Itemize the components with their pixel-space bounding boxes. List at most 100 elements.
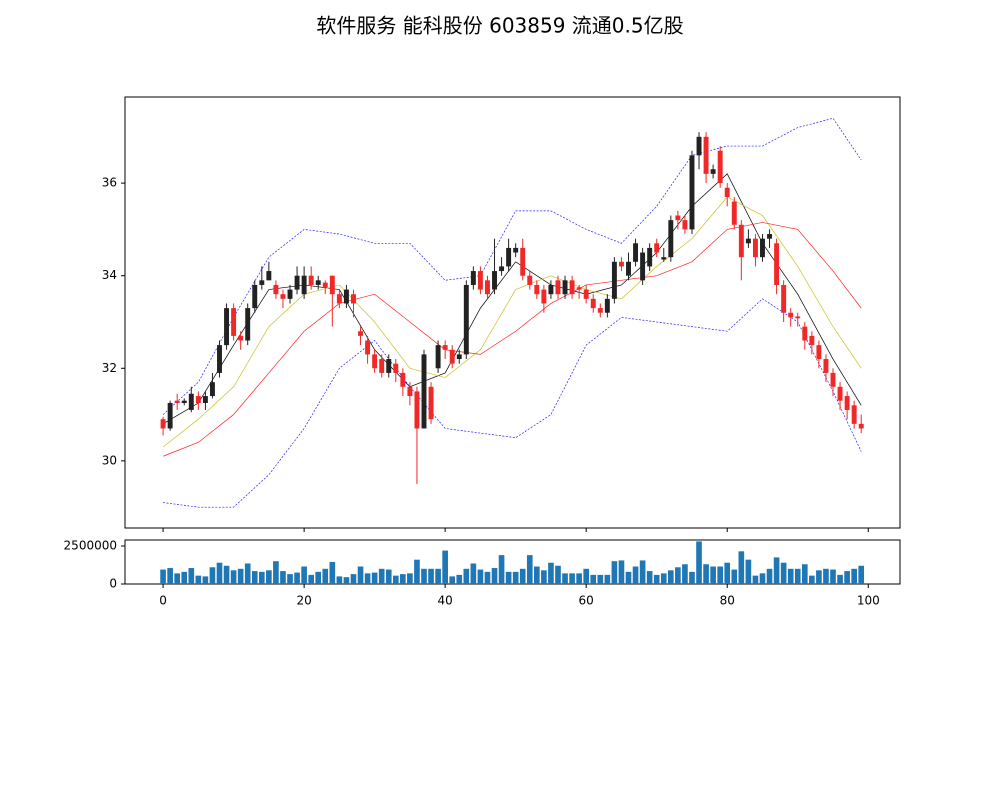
candle-body bbox=[301, 275, 307, 295]
volume-bar bbox=[823, 568, 829, 584]
volume-bar bbox=[428, 568, 434, 584]
indicator-line bbox=[163, 298, 862, 508]
candle-body bbox=[809, 335, 815, 346]
candle-body bbox=[781, 284, 787, 313]
x-tick-label: 100 bbox=[857, 594, 880, 608]
volume-bar bbox=[322, 568, 329, 584]
x-tick-label: 40 bbox=[438, 594, 453, 608]
volume-bar bbox=[237, 568, 244, 584]
volume-bar bbox=[400, 574, 406, 584]
candle-body bbox=[562, 280, 568, 295]
volume-bar bbox=[287, 574, 293, 584]
volume-bar bbox=[773, 557, 780, 584]
volume-bar bbox=[555, 565, 561, 584]
candle-body bbox=[689, 155, 695, 230]
volume-bar bbox=[780, 562, 787, 584]
volume-bar bbox=[512, 571, 519, 584]
candle-body bbox=[760, 238, 765, 258]
volume-bar bbox=[392, 575, 399, 584]
candle-body bbox=[816, 345, 822, 360]
candle-body bbox=[245, 308, 251, 341]
x-tick-label: 60 bbox=[579, 594, 594, 608]
candle-body bbox=[365, 340, 371, 355]
y-tick-label: 32 bbox=[102, 361, 117, 375]
volume-bar bbox=[731, 569, 738, 584]
volume-bar bbox=[364, 573, 371, 584]
candle-body bbox=[484, 280, 490, 295]
candle-body bbox=[576, 287, 582, 290]
candle-body bbox=[435, 345, 441, 369]
volume-bar bbox=[188, 568, 195, 584]
indicator-line bbox=[162, 117, 862, 415]
volume-bar bbox=[611, 561, 618, 584]
candle-body bbox=[308, 275, 314, 285]
volume-bar bbox=[590, 574, 597, 584]
candle-body bbox=[583, 289, 589, 299]
candle-body bbox=[597, 308, 603, 313]
candle-body bbox=[322, 282, 328, 288]
volume-bar bbox=[435, 568, 441, 584]
candle-body bbox=[181, 400, 187, 404]
volume-bar bbox=[625, 571, 632, 584]
indicator-line bbox=[162, 173, 862, 425]
volume-bar bbox=[858, 565, 865, 584]
volume-bar bbox=[343, 577, 350, 584]
candle-body bbox=[717, 150, 723, 184]
candle-body bbox=[724, 187, 730, 197]
candle-body bbox=[590, 298, 596, 309]
candle-body bbox=[421, 354, 427, 429]
candle-body bbox=[499, 266, 505, 272]
candle-body bbox=[844, 396, 850, 410]
candle-body bbox=[626, 261, 631, 276]
volume-bar bbox=[251, 571, 258, 584]
volume-bar bbox=[703, 564, 709, 584]
volume-bar bbox=[160, 569, 166, 584]
volume-bar bbox=[470, 563, 477, 584]
volume-bar bbox=[752, 575, 759, 584]
volume-bar bbox=[244, 563, 251, 584]
candle-body bbox=[696, 136, 702, 156]
candle-body bbox=[470, 271, 476, 285]
volume-bar bbox=[491, 568, 498, 584]
candle-body bbox=[217, 345, 222, 373]
candle-body bbox=[492, 271, 497, 290]
candle-body bbox=[393, 363, 399, 373]
candle-body bbox=[710, 169, 716, 174]
volume-bar bbox=[216, 562, 223, 584]
candle-body bbox=[731, 201, 737, 225]
volume-bar bbox=[230, 570, 237, 584]
candle-body bbox=[442, 345, 448, 350]
volume-bar bbox=[280, 571, 286, 584]
volume-bar bbox=[632, 566, 639, 584]
candle-body bbox=[668, 220, 674, 258]
candle-body bbox=[851, 405, 857, 424]
y-tick-label: 30 bbox=[102, 453, 117, 467]
candle-body bbox=[238, 335, 244, 341]
candle-body bbox=[287, 289, 293, 299]
candle-body bbox=[541, 289, 547, 304]
volume-bar bbox=[660, 573, 667, 584]
volume-bar bbox=[266, 570, 272, 584]
x-tick-label: 0 bbox=[159, 594, 167, 608]
volume-bar bbox=[759, 573, 766, 584]
volume-bar bbox=[505, 571, 512, 584]
volume-bar bbox=[519, 568, 526, 584]
volume-bar bbox=[787, 568, 794, 584]
candle-body bbox=[513, 247, 519, 253]
candle-body bbox=[654, 243, 660, 253]
volume-bar bbox=[689, 571, 695, 584]
volume-bar bbox=[562, 573, 568, 584]
volume-bar bbox=[794, 568, 801, 584]
volume-bar bbox=[667, 570, 674, 584]
candle-body bbox=[640, 252, 646, 281]
candle-body bbox=[195, 396, 201, 404]
volume-bar bbox=[371, 572, 378, 584]
y-tick-label: 2500000 bbox=[64, 539, 117, 553]
volume-bar bbox=[639, 560, 646, 584]
volume-bar bbox=[844, 571, 850, 584]
candle-body bbox=[379, 359, 385, 373]
volume-bar bbox=[604, 574, 611, 584]
volume-bar bbox=[414, 559, 420, 584]
chart-title: 软件服务 能科股份 603859 流通0.5亿股 bbox=[316, 14, 683, 38]
